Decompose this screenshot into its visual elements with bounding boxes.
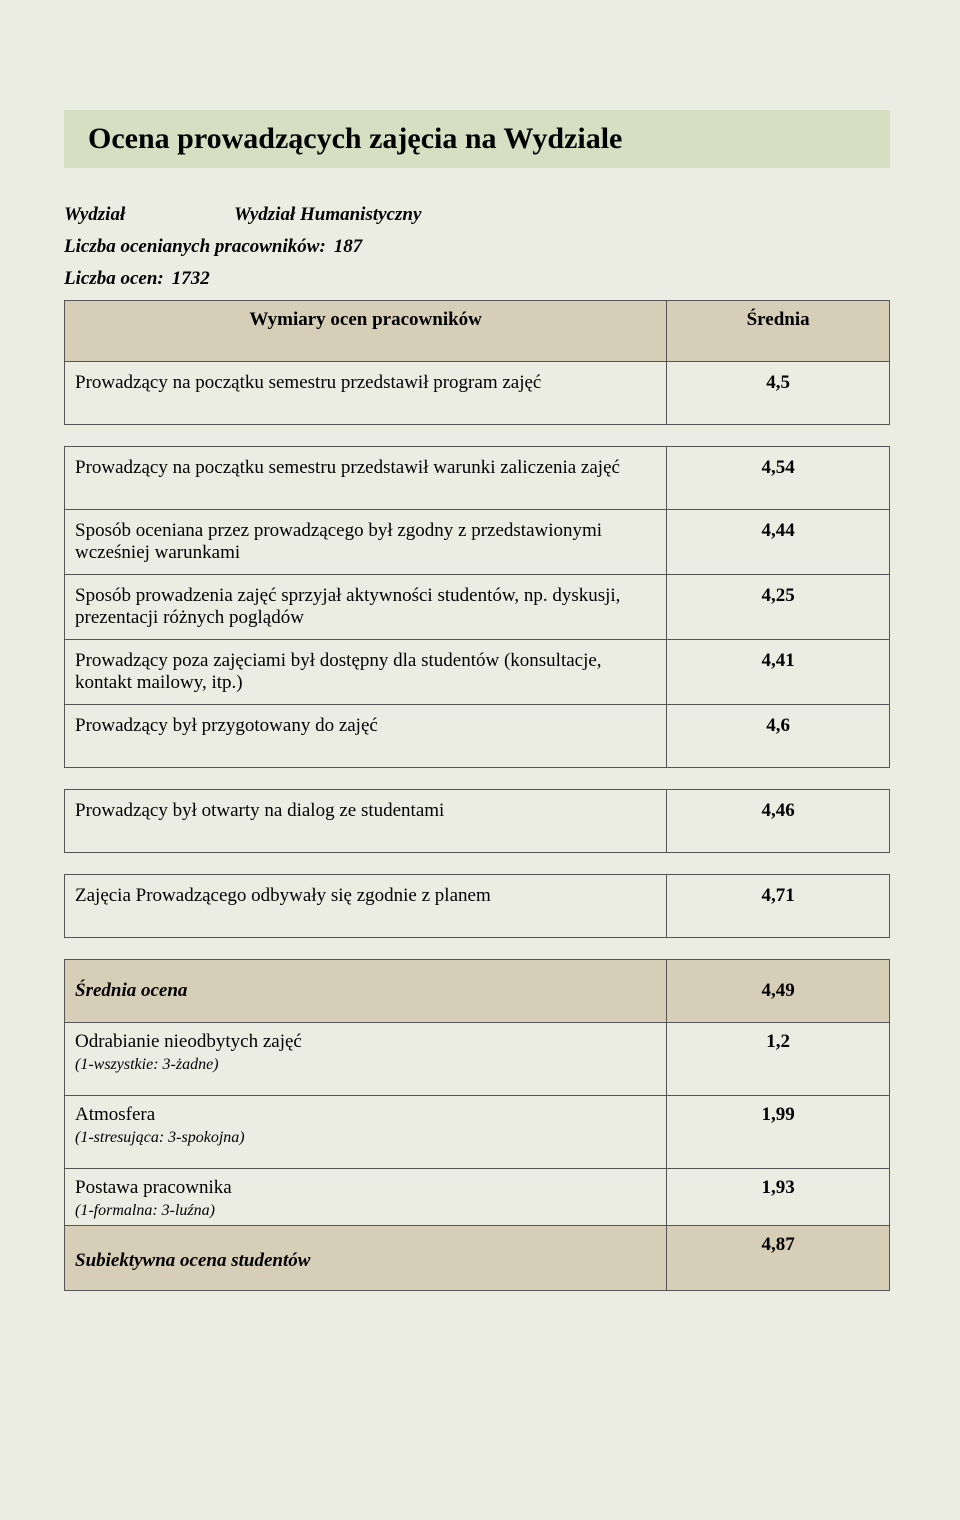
supp-cell: Postawa pracownika (1-formalna: 3-luźna) [65, 1169, 667, 1226]
subjective-label: Subiektywna ocena studentów [65, 1226, 667, 1291]
supp-label: Postawa pracownika [75, 1177, 232, 1198]
supp-value: 1,93 [667, 1169, 890, 1226]
row-label: Prowadzący na początku semestru przedsta… [65, 447, 667, 510]
subjective-row: Subiektywna ocena studentów 4,87 [65, 1226, 890, 1291]
table-row: Zajęcia Prowadzącego odbywały się zgodni… [65, 875, 890, 938]
supp-value: 1,99 [667, 1096, 890, 1169]
spacer [65, 853, 890, 875]
table-header-row: Wymiary ocen pracowników Średnia [65, 301, 890, 362]
title-bar: Ocena prowadzących zajęcia na Wydziale [64, 110, 890, 168]
meta-faculty: Wydział Wydział Humanistyczny [64, 204, 890, 226]
meta-employees-label: Liczba ocenianych pracowników: [64, 236, 326, 258]
meta-block: Wydział Wydział Humanistyczny Liczba oce… [64, 204, 890, 290]
row-label: Prowadzący na początku semestru przedsta… [65, 362, 667, 425]
spacer [65, 425, 890, 447]
table-row: Prowadzący na początku semestru przedsta… [65, 447, 890, 510]
spacer [65, 768, 890, 790]
document-page: Ocena prowadzących zajęcia na Wydziale W… [0, 0, 960, 1491]
row-value: 4,5 [667, 362, 890, 425]
evaluation-table: Wymiary ocen pracowników Średnia Prowadz… [64, 300, 890, 1291]
row-value: 4,71 [667, 875, 890, 938]
average-value: 4,49 [667, 960, 890, 1023]
table-row: Sposób prowadzenia zajęć sprzyjał aktywn… [65, 575, 890, 640]
table-row: Prowadzący na początku semestru przedsta… [65, 362, 890, 425]
supp-note: (1-wszystkie: 3-żadne) [75, 1056, 219, 1073]
header-average: Średnia [667, 301, 890, 362]
meta-faculty-label: Wydział [64, 204, 234, 226]
row-label: Prowadzący poza zajęciami był dostępny d… [65, 640, 667, 705]
meta-employees-value: 187 [334, 236, 363, 258]
meta-ratings: Liczba ocen: 1732 [64, 268, 890, 290]
row-label: Sposób oceniana przez prowadzącego był z… [65, 510, 667, 575]
page-title: Ocena prowadzących zajęcia na Wydziale [88, 122, 866, 156]
header-dimensions: Wymiary ocen pracowników [65, 301, 667, 362]
row-label: Zajęcia Prowadzącego odbywały się zgodni… [65, 875, 667, 938]
meta-ratings-label: Liczba ocen: [64, 268, 164, 290]
supplementary-row: Odrabianie nieodbytych zajęć (1-wszystki… [65, 1023, 890, 1096]
row-value: 4,54 [667, 447, 890, 510]
row-value: 4,6 [667, 705, 890, 768]
table-row: Prowadzący był przygotowany do zajęć 4,6 [65, 705, 890, 768]
supp-note: (1-formalna: 3-luźna) [75, 1202, 215, 1219]
average-row: Średnia ocena 4,49 [65, 960, 890, 1023]
table-row: Sposób oceniana przez prowadzącego był z… [65, 510, 890, 575]
supp-value: 1,2 [667, 1023, 890, 1096]
row-label: Prowadzący był przygotowany do zajęć [65, 705, 667, 768]
supplementary-row: Atmosfera (1-stresująca: 3-spokojna) 1,9… [65, 1096, 890, 1169]
row-label: Sposób prowadzenia zajęć sprzyjał aktywn… [65, 575, 667, 640]
row-label: Prowadzący był otwarty na dialog ze stud… [65, 790, 667, 853]
row-value: 4,25 [667, 575, 890, 640]
table-row: Prowadzący był otwarty na dialog ze stud… [65, 790, 890, 853]
supplementary-row: Postawa pracownika (1-formalna: 3-luźna)… [65, 1169, 890, 1226]
supp-label: Odrabianie nieodbytych zajęć [75, 1031, 302, 1052]
meta-employees: Liczba ocenianych pracowników: 187 [64, 236, 890, 258]
meta-faculty-value: Wydział Humanistyczny [234, 204, 421, 226]
spacer [65, 938, 890, 960]
supp-note: (1-stresująca: 3-spokojna) [75, 1129, 245, 1146]
row-value: 4,44 [667, 510, 890, 575]
table-row: Prowadzący poza zajęciami był dostępny d… [65, 640, 890, 705]
supp-cell: Odrabianie nieodbytych zajęć (1-wszystki… [65, 1023, 667, 1096]
supp-label: Atmosfera [75, 1104, 155, 1125]
meta-ratings-value: 1732 [172, 268, 210, 290]
row-value: 4,41 [667, 640, 890, 705]
subjective-value: 4,87 [667, 1226, 890, 1291]
average-label: Średnia ocena [65, 960, 667, 1023]
supp-cell: Atmosfera (1-stresująca: 3-spokojna) [65, 1096, 667, 1169]
row-value: 4,46 [667, 790, 890, 853]
